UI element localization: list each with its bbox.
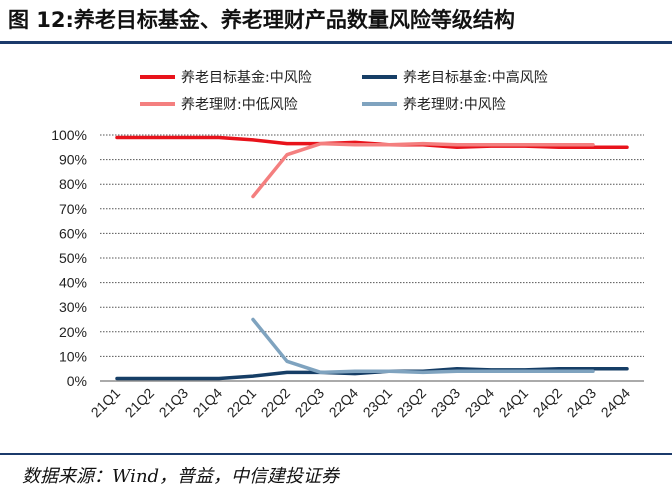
y-tick-label: 70%	[59, 201, 87, 217]
x-tick-label: 23Q4	[462, 385, 498, 421]
x-tick-label: 23Q3	[428, 385, 464, 421]
x-tick-label: 22Q2	[258, 385, 294, 421]
y-axis: 0% 10% 20% 30% 40% 50% 60% 70% 80% 90% 100%	[51, 127, 644, 389]
y-tick-label: 30%	[59, 299, 87, 315]
bottom-rule	[0, 453, 672, 455]
source-note: 数据来源：Wind，普益，中信建投证券	[22, 466, 340, 487]
y-tick-label: 20%	[59, 324, 87, 340]
x-tick-label: 21Q1	[88, 385, 124, 421]
x-tick-label: 24Q3	[564, 385, 600, 421]
legend-label: 养老目标基金:中高风险	[403, 69, 548, 86]
x-tick-label: 22Q3	[292, 385, 328, 421]
figure-title: 图 12:养老目标基金、养老理财产品数量风险等级结构	[8, 8, 515, 32]
y-tick-label: 50%	[59, 250, 87, 266]
y-tick-label: 80%	[59, 176, 87, 192]
y-tick-label: 60%	[59, 225, 87, 241]
legend-label: 养老目标基金:中风险	[181, 69, 312, 86]
x-tick-label: 21Q3	[156, 385, 192, 421]
y-tick-label: 90%	[59, 152, 87, 168]
legend-label: 养老理财:中低风险	[181, 97, 298, 113]
x-tick-label: 22Q1	[224, 385, 260, 421]
y-tick-label: 40%	[59, 275, 87, 291]
title-rule	[0, 41, 672, 44]
x-tick-label: 21Q4	[190, 385, 226, 421]
x-tick-label: 22Q4	[326, 385, 362, 421]
x-tick-label: 23Q2	[394, 385, 430, 421]
series-line	[251, 141, 595, 199]
x-tick-label: 24Q2	[530, 385, 566, 421]
x-tick-label: 24Q1	[496, 385, 532, 421]
x-tick-label: 21Q2	[122, 385, 158, 421]
y-tick-label: 0%	[67, 373, 87, 389]
x-axis: 21Q121Q221Q321Q422Q122Q222Q322Q423Q123Q2…	[88, 385, 634, 421]
series-line	[251, 317, 595, 375]
series-lines	[115, 135, 629, 381]
x-tick-label: 24Q4	[598, 385, 634, 421]
legend-label: 养老理财:中风险	[403, 97, 506, 113]
y-tick-label: 10%	[59, 348, 87, 364]
y-tick-label: 100%	[51, 127, 87, 143]
x-tick-label: 23Q1	[360, 385, 396, 421]
gridlines	[100, 134, 644, 357]
